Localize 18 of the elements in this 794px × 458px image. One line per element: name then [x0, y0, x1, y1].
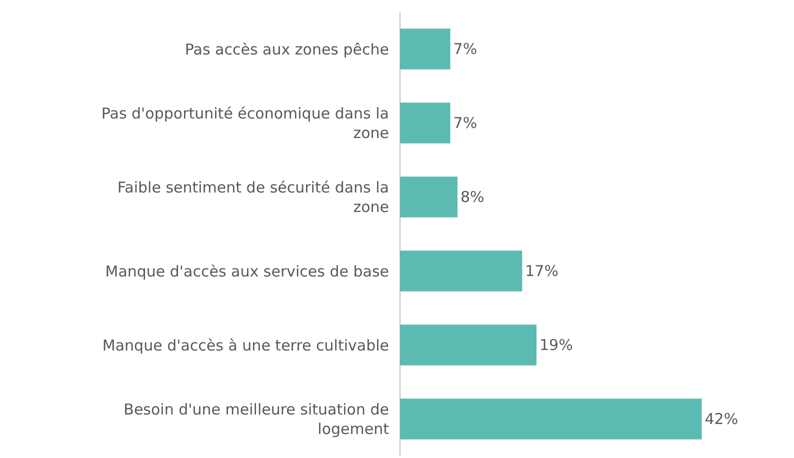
data-label: 7% — [453, 40, 478, 58]
bar — [400, 324, 537, 366]
y-tick-label: Pas d'opportunité économique dans la zone — [101, 104, 389, 142]
data-label: 8% — [460, 188, 484, 206]
data-label: 7% — [453, 114, 478, 132]
y-tick-label: Pas accès aux zones pêche — [184, 40, 389, 58]
y-tick-label: Manque d'accès aux services de base — [105, 262, 389, 280]
data-label: 17% — [525, 262, 558, 280]
data-label: 42% — [704, 410, 738, 428]
y-tick-label: Besoin d'une meilleure situation de logement — [124, 400, 390, 438]
data-label: 19% — [540, 336, 573, 354]
bar — [400, 398, 702, 440]
y-tick-label: Manque d'accès à une terre cultivable — [102, 336, 389, 354]
bar — [400, 102, 450, 144]
bar — [400, 28, 450, 70]
bar — [400, 250, 522, 292]
bar — [400, 176, 458, 218]
y-tick-label: Faible sentiment de sécurité dans la zone — [117, 178, 389, 216]
